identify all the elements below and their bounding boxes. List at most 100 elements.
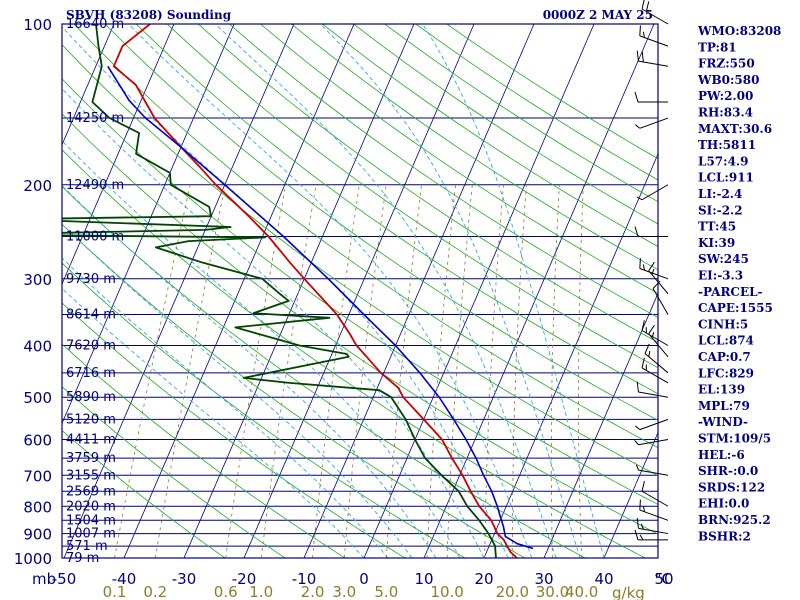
index-line: SW:245 <box>698 252 749 266</box>
wind-barb <box>634 117 669 129</box>
height-label: 5890 m <box>66 390 116 405</box>
wind-barb <box>634 529 668 541</box>
wind-barb-staff <box>648 333 669 358</box>
mixing-ratio-tick-label: 0.6 <box>214 583 238 600</box>
moist-adiabat-line <box>62 287 365 558</box>
pressure-tick-label: 700 <box>23 467 52 485</box>
dry-adiabat-line <box>62 343 346 558</box>
dry-adiabat-line <box>104 24 658 421</box>
isotherm-line <box>183 24 415 558</box>
dry-adiabat-line <box>166 24 658 369</box>
wind-barb-flag <box>644 343 650 354</box>
mixing-ratio-tick-label: 3.0 <box>332 583 356 600</box>
temperature-tick-label: 30 <box>534 570 553 588</box>
wind-barb-flag <box>634 124 641 129</box>
dewpoint-trace <box>62 24 497 558</box>
index-line: LCL:911 <box>698 171 754 185</box>
height-label: 9730 m <box>66 272 116 287</box>
mixing-ratio-line <box>154 184 226 558</box>
index-line: MAXT:30.6 <box>698 122 772 136</box>
moist-adiabat-line <box>422 24 605 558</box>
wind-barb-flag <box>639 258 641 269</box>
index-line: CAPE:1555 <box>698 301 773 315</box>
height-label: 16640 m <box>66 17 124 32</box>
mixing-ratio-line <box>114 184 191 558</box>
mixing-ratio-lines <box>114 184 584 558</box>
pressure-tick-label: 1000 <box>14 550 52 568</box>
index-line: WMO:83208 <box>697 24 781 38</box>
mixing-ratio-tick-label: 30.0 <box>536 583 569 600</box>
chart-title: SBVH (83208) Sounding <box>66 8 232 22</box>
mixing-ratio-line <box>578 184 584 558</box>
temperature-tick-label: 40 <box>594 570 613 588</box>
wind-barb-flag <box>639 499 641 511</box>
temperature-tick-label: 10 <box>414 570 433 588</box>
wind-barb <box>652 280 669 315</box>
wind-barb-flag <box>634 440 639 446</box>
isotherm-line <box>543 292 658 558</box>
temperature-tick-label: 20 <box>474 570 493 588</box>
wind-barb <box>634 439 669 446</box>
isotherm-line <box>483 153 658 558</box>
wind-barb-flag <box>642 505 645 512</box>
mixing-ratio-line <box>225 184 287 558</box>
index-line: -PARCEL- <box>698 285 763 299</box>
index-line: EI:-3.3 <box>698 269 743 283</box>
wind-barb <box>641 0 669 25</box>
index-line: EHI:0.0 <box>698 497 749 511</box>
temperature-tick-label: -30 <box>172 570 197 588</box>
mixing-ratio-line <box>312 184 360 558</box>
temperature-tick-labels: -50 -40 -30 -20 -10 0 10 20 30 40 50 <box>52 570 674 588</box>
dry-adiabat-line <box>260 24 658 294</box>
wind-barbs <box>634 0 669 541</box>
index-line: LCL:874 <box>698 334 754 348</box>
dry-adiabat-line <box>62 44 658 477</box>
height-label: 14250 m <box>66 111 124 126</box>
wind-barb-flag <box>648 324 655 335</box>
wind-barb-flag <box>636 50 639 62</box>
mixing-ratio-line <box>511 184 527 558</box>
wind-barb-flag <box>641 320 645 331</box>
wind-barb <box>636 517 669 535</box>
height-label: 3155 m <box>66 468 116 483</box>
height-label: 2020 m <box>66 499 116 514</box>
temperature-tick-label: 0 <box>359 570 369 588</box>
index-line: SHR-:0.0 <box>698 464 758 478</box>
index-line: SI:-2.2 <box>698 203 743 217</box>
mixing-ratio-tick-label: 0.2 <box>143 583 167 600</box>
x-axis-unit: °C <box>654 570 672 588</box>
wind-barb-flag <box>634 91 639 103</box>
dry-adiabat-line <box>62 302 406 558</box>
wind-barb-flag <box>645 1 650 12</box>
isotherms <box>62 24 658 558</box>
moist-adiabat-line <box>62 257 389 558</box>
pressure-tick-label: 600 <box>23 432 52 450</box>
temperature-tick-label: -20 <box>232 570 257 588</box>
chart-datetime: 0000Z 2 MAY 25 <box>543 8 653 22</box>
index-line: RH:83.4 <box>698 106 753 120</box>
dry-adiabats <box>62 24 658 558</box>
index-line: TH:5811 <box>698 138 756 152</box>
isotherm-line <box>62 24 235 425</box>
mixing-ratio-tick-label: 20.0 <box>496 583 529 600</box>
wind-barb-flag <box>634 425 641 431</box>
index-line: BSHR:2 <box>698 529 751 543</box>
index-line: FRZ:550 <box>698 57 755 71</box>
wind-barb-flag <box>641 51 644 62</box>
temperature-tick-label: -10 <box>292 570 317 588</box>
index-line: BRN:925.2 <box>698 513 771 527</box>
index-line: TP:81 <box>698 40 737 54</box>
index-line: EL:139 <box>698 383 745 397</box>
wind-barb-flag <box>642 31 645 38</box>
mixing-ratio-tick-labels: 0.1 0.2 0.6 1.0 2.0 3.0 5.0 10.0 20.0 30.040.0 <box>103 583 599 600</box>
pressure-tick-label: 500 <box>23 389 52 407</box>
height-label: 1007 m <box>66 527 116 542</box>
wind-barb-flag <box>642 264 645 271</box>
wind-barb-staff <box>641 184 669 201</box>
pressure-tick-label: 200 <box>23 177 52 195</box>
wind-barb <box>641 320 669 346</box>
plot-frame <box>61 23 659 559</box>
isotherm-line <box>303 24 535 558</box>
height-label: 11000 m <box>66 229 124 244</box>
wind-barb <box>635 464 669 476</box>
